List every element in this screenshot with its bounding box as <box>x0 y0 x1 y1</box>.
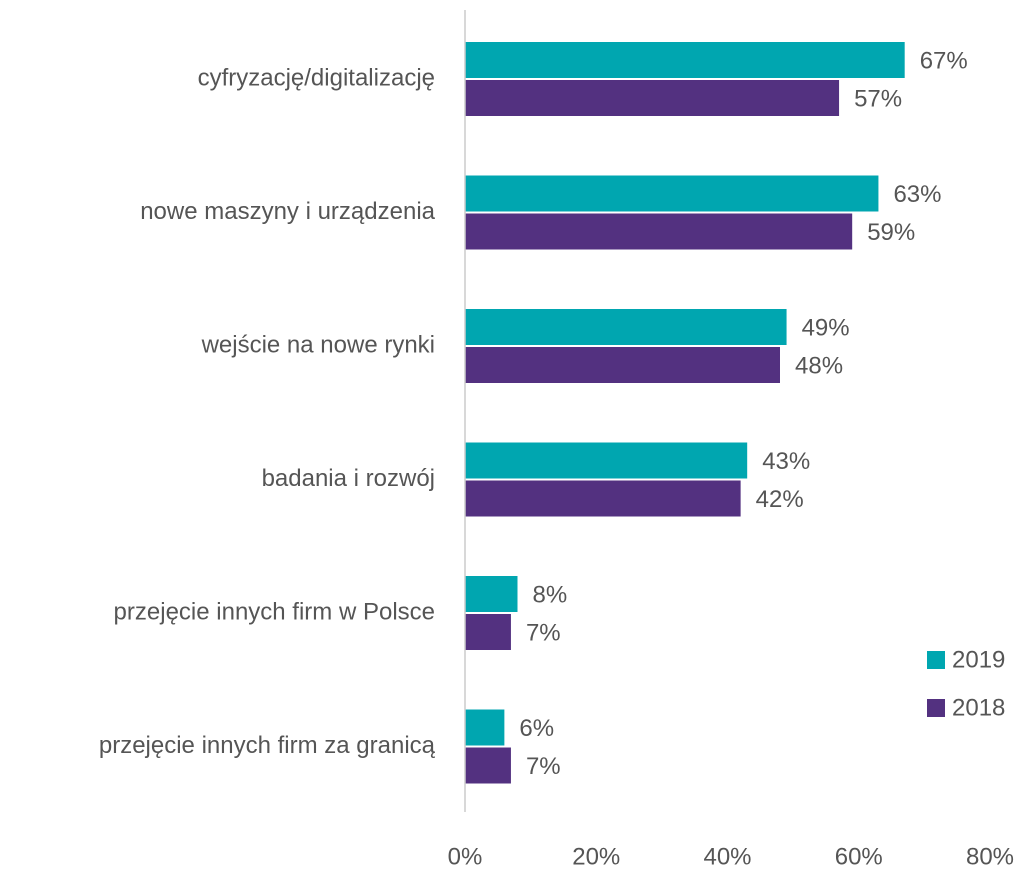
value-label: 63% <box>893 181 941 208</box>
category-label: nowe maszyny i urządzenia <box>140 198 435 225</box>
value-label: 59% <box>867 219 915 246</box>
legend-swatch <box>927 699 945 717</box>
bar <box>465 614 511 650</box>
value-label: 57% <box>854 85 902 112</box>
bar <box>465 309 787 345</box>
bar <box>465 480 741 517</box>
value-label: 49% <box>802 314 850 341</box>
bar <box>465 175 879 212</box>
bar <box>465 42 905 78</box>
bar <box>465 80 840 116</box>
category-label: badania i rozwój <box>262 465 435 492</box>
value-label: 43% <box>762 448 810 475</box>
value-label: 48% <box>795 352 843 379</box>
bar <box>465 709 505 746</box>
legend-swatch <box>927 651 945 669</box>
legend-label: 2018 <box>952 694 1005 721</box>
x-tick-label: 60% <box>835 843 883 870</box>
bar <box>465 747 511 784</box>
category-label: wejście na nowe rynki <box>201 331 435 358</box>
value-label: 7% <box>526 619 561 646</box>
value-label: 8% <box>533 581 568 608</box>
category-label: przejęcie innych firm w Polsce <box>114 598 435 625</box>
value-label: 6% <box>519 715 554 742</box>
value-label: 42% <box>756 486 804 513</box>
x-tick-label: 80% <box>966 843 1014 870</box>
category-label: przejęcie innych firm za granicą <box>99 732 436 759</box>
bar <box>465 442 748 479</box>
legend-label: 2019 <box>952 646 1005 673</box>
category-label: cyfryzację/digitalizację <box>198 64 435 91</box>
value-label: 67% <box>920 47 968 74</box>
x-tick-label: 40% <box>703 843 751 870</box>
bar <box>465 576 518 612</box>
x-tick-label: 20% <box>572 843 620 870</box>
value-label: 7% <box>526 753 561 780</box>
bar <box>465 213 853 250</box>
x-tick-label: 0% <box>448 843 483 870</box>
bar <box>465 347 780 383</box>
